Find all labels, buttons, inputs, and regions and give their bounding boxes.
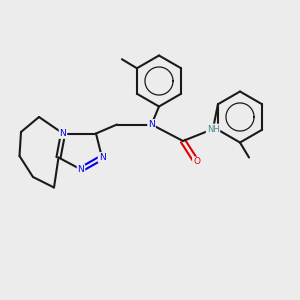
Text: O: O bbox=[193, 158, 200, 166]
Text: NH: NH bbox=[207, 124, 219, 134]
Text: N: N bbox=[148, 120, 155, 129]
Text: N: N bbox=[99, 153, 105, 162]
Text: N: N bbox=[78, 165, 84, 174]
Text: N: N bbox=[60, 129, 66, 138]
